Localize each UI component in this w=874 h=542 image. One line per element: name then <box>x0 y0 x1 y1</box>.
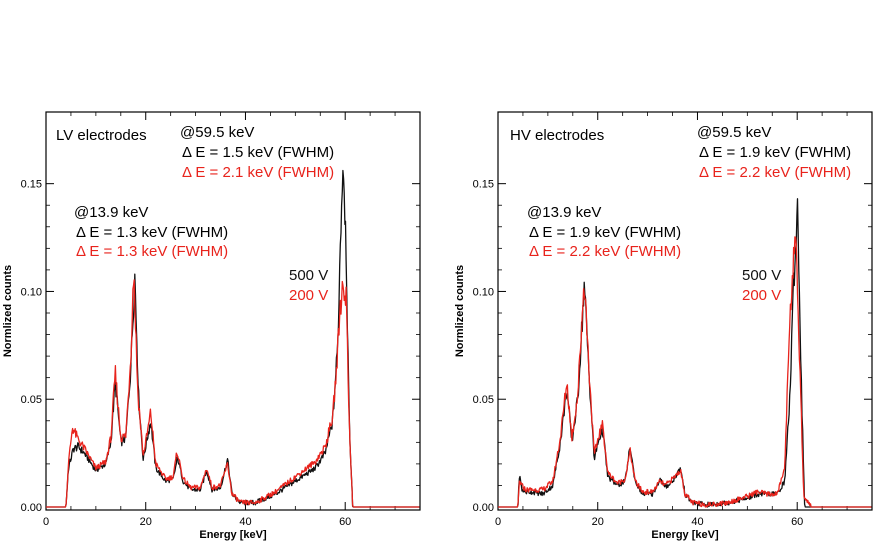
y-tick-label: 0.15 <box>21 179 42 191</box>
y-tick-label: 0.15 <box>473 179 494 191</box>
x-ticks: 0 20 40 60 <box>495 112 848 528</box>
y-axis-label: Normlized counts <box>2 265 14 357</box>
peak-low-label: @13.9 keV <box>74 204 148 221</box>
y-tick-label: 0.10 <box>21 286 42 298</box>
x-tick-label: 20 <box>592 516 604 528</box>
x-tick-label: 0 <box>495 516 501 528</box>
y-tick-label: 0.05 <box>473 394 494 406</box>
y-ticks: 0.00 0.05 0.10 0.15 <box>473 179 872 514</box>
panel-hv: 0.00 0.05 0.10 0.15 0 20 40 60 HV electrodes @… <box>454 111 873 541</box>
panel-lv: 0.00 0.05 0.10 0.15 0 20 40 60 LV electrodes @… <box>2 111 421 541</box>
x-tick-label: 60 <box>791 516 803 528</box>
peak-low-red: Δ E = 2.2 keV (FWHM) <box>529 243 681 260</box>
series-group <box>497 198 872 508</box>
y-tick-label: 0.05 <box>21 394 42 406</box>
y-tick-label: 0.00 <box>473 502 494 514</box>
x-tick-label: 20 <box>140 516 152 528</box>
peak-high-label: @59.5 keV <box>697 124 771 141</box>
legend-500v: 500 V <box>289 267 328 284</box>
x-tick-label: 60 <box>339 516 351 528</box>
legend-200v: 200 V <box>742 287 781 304</box>
peak-high-red: Δ E = 2.1 keV (FWHM) <box>182 164 334 181</box>
x-tick-label: 40 <box>239 516 251 528</box>
y-tick-label: 0.00 <box>21 502 42 514</box>
x-tick-label: 0 <box>43 516 49 528</box>
y-tick-label: 0.10 <box>473 286 494 298</box>
peak-high-black: Δ E = 1.9 keV (FWHM) <box>699 144 851 161</box>
peak-low-red: Δ E = 1.3 keV (FWHM) <box>76 243 228 260</box>
peak-low-black: Δ E = 1.9 keV (FWHM) <box>529 224 681 241</box>
peak-high-red: Δ E = 2.2 keV (FWHM) <box>699 164 851 181</box>
peak-low-label: @13.9 keV <box>527 204 601 221</box>
legend-200v: 200 V <box>289 287 328 304</box>
peak-high-black: Δ E = 1.5 keV (FWHM) <box>182 144 334 161</box>
peak-low-black: Δ E = 1.3 keV (FWHM) <box>76 224 228 241</box>
plot-frame <box>45 111 421 511</box>
panel-title: LV electrodes <box>56 127 147 144</box>
x-axis-label: Energy [keV] <box>651 529 719 541</box>
plot-frame <box>497 111 873 511</box>
series-group <box>45 169 420 508</box>
peak-high-label: @59.5 keV <box>180 124 254 141</box>
legend-500v: 500 V <box>742 267 781 284</box>
x-axis-label: Energy [keV] <box>199 529 267 541</box>
x-tick-label: 40 <box>691 516 703 528</box>
y-ticks: 0.00 0.05 0.10 0.15 <box>21 179 420 514</box>
y-axis-label: Normlized counts <box>454 265 466 357</box>
series-line-200v <box>497 236 872 508</box>
series-line-200v <box>45 279 420 508</box>
panel-title: HV electrodes <box>510 127 604 144</box>
